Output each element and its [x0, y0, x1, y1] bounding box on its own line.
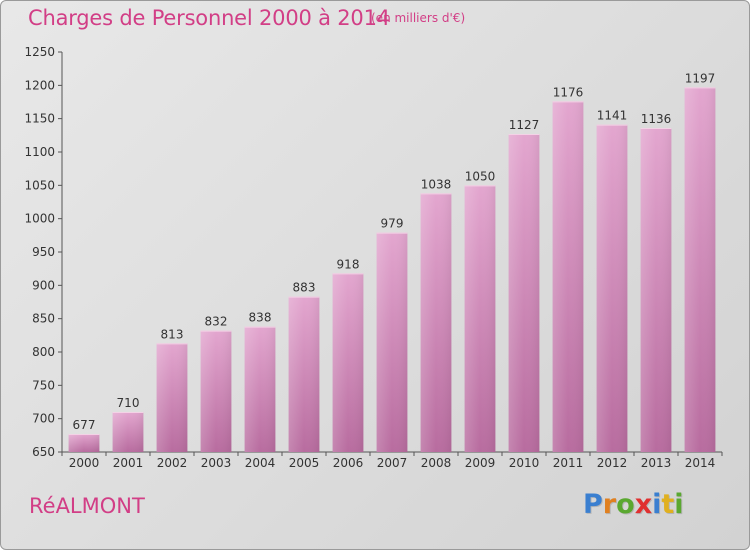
x-tick-label: 2012	[597, 456, 628, 470]
bar-shading	[640, 128, 672, 452]
value-labels: 677 710 813 832 838 883 918 979 1038 1050 1127 1176…	[73, 71, 716, 432]
x-tick-label: 2006	[333, 456, 364, 470]
y-tick-label: 1150	[24, 112, 55, 126]
chart-unit-note: (en milliers d'€)	[371, 11, 466, 25]
bar-shading	[464, 185, 496, 453]
data-label: 1176	[553, 85, 584, 99]
data-label: 1136	[641, 112, 672, 126]
bar-shading	[332, 273, 364, 452]
x-tick-label: 2011	[553, 456, 584, 470]
bar-shading	[68, 434, 100, 452]
axes: 650 700 750 800 850 900 950 1000 1050 1100 1150 120…	[24, 45, 723, 470]
bar-shading	[420, 193, 452, 453]
logo-letter: P	[583, 489, 603, 520]
logo-letter: r	[602, 489, 617, 520]
y-tick-label: 750	[32, 378, 55, 392]
bars	[68, 87, 716, 453]
chart-title: Charges de Personnel 2000 à 2014	[28, 6, 390, 30]
logo-letter: x	[634, 489, 653, 520]
data-label: 1050	[465, 169, 496, 183]
y-tick-label: 850	[32, 312, 55, 326]
y-tick-label: 1250	[24, 45, 55, 59]
bar-shading	[508, 134, 540, 452]
data-label: 1038	[421, 177, 452, 191]
x-tick-label: 2008	[421, 456, 452, 470]
proxiti-logo[interactable]: Proxiti	[583, 489, 684, 520]
data-label: 813	[161, 327, 184, 341]
x-tick-label: 2001	[113, 456, 144, 470]
data-label: 1141	[597, 109, 628, 123]
bar-shading	[112, 412, 144, 452]
x-tick-label: 2003	[201, 456, 232, 470]
logo-letter: i	[674, 489, 684, 520]
bar-shading	[288, 296, 320, 452]
data-label: 1197	[685, 71, 716, 85]
y-tick-label: 1200	[24, 78, 55, 92]
bar-shading	[596, 124, 628, 453]
data-label: 838	[249, 311, 272, 325]
bar-shading	[244, 326, 276, 452]
x-tick-label: 2005	[289, 456, 320, 470]
y-tick-label: 1000	[24, 212, 55, 226]
bar-shading	[376, 232, 408, 452]
data-label: 883	[293, 281, 316, 295]
y-tick-label: 1100	[24, 145, 55, 159]
bar-shading	[684, 87, 716, 452]
x-tick-label: 2004	[245, 456, 276, 470]
data-label: 979	[381, 217, 404, 231]
data-label: 710	[117, 396, 140, 410]
x-tick-label: 2002	[157, 456, 188, 470]
y-tick-label: 1050	[24, 178, 55, 192]
data-label: 918	[337, 257, 360, 271]
y-tick-label: 900	[32, 278, 55, 292]
bar-shading	[156, 343, 188, 452]
y-tick-label: 650	[32, 445, 55, 459]
data-label: 832	[205, 315, 228, 329]
x-tick-label: 2013	[641, 456, 672, 470]
bar-shading	[552, 101, 584, 452]
x-tick-label: 2010	[509, 456, 540, 470]
data-label: 677	[73, 418, 96, 432]
x-tick-label: 2000	[69, 456, 100, 470]
commune-name: RéALMONT	[29, 494, 145, 518]
x-tick-label: 2014	[685, 456, 716, 470]
x-tick-label: 2007	[377, 456, 408, 470]
bar-shading	[200, 330, 232, 452]
logo-letter: i	[652, 489, 662, 520]
logo-letter: t	[661, 489, 675, 520]
y-tick-label: 950	[32, 245, 55, 259]
y-tick-label: 800	[32, 345, 55, 359]
y-tick-label: 700	[32, 412, 55, 426]
data-label: 1127	[509, 118, 540, 132]
x-tick-label: 2009	[465, 456, 496, 470]
logo-letter: o	[616, 489, 635, 520]
